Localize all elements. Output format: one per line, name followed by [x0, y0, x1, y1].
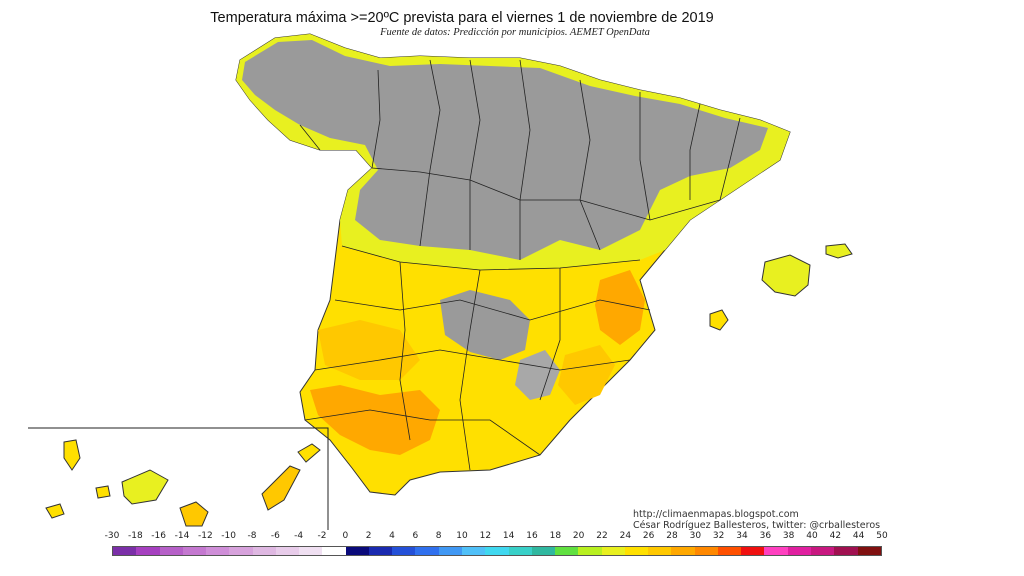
legend-tick-label: 34 [736, 531, 748, 541]
legend-tick-label: -12 [197, 531, 213, 541]
hot-zone-murcia [558, 345, 615, 405]
lanzarote [297, 443, 321, 463]
author-credit: César Rodríguez Ballesteros, twitter: @c… [633, 520, 881, 531]
legend-tick-label: 26 [642, 531, 655, 541]
legend-tick-label: -30 [104, 531, 120, 541]
legend-tick-label: 8 [435, 531, 442, 541]
legend-swatch [415, 547, 439, 555]
warm-zone-southwest [318, 320, 420, 380]
legend-tick-label: 44 [852, 531, 865, 541]
legend-swatch [206, 547, 230, 555]
legend-tick-label: 32 [712, 531, 725, 541]
inset-frame [28, 427, 329, 530]
legend-tick-label: 40 [806, 531, 818, 541]
legend-swatch [810, 547, 835, 555]
gran-canaria [179, 501, 209, 527]
ibiza [709, 309, 729, 331]
legend-swatch [461, 547, 486, 555]
legend-swatch [578, 547, 602, 555]
legend-tick-label: 28 [666, 531, 678, 541]
blog-credit: http://climaenmapas.blogspot.com [633, 509, 799, 520]
legend-swatch [694, 547, 718, 555]
legend-swatch [322, 547, 346, 555]
peninsula [235, 33, 791, 496]
legend-swatch [508, 547, 532, 555]
legend-swatch [438, 547, 462, 555]
legend-tick-label: -16 [151, 531, 167, 541]
legend-tick-label: 12 [479, 531, 492, 541]
legend-tick-label: -2 [317, 531, 327, 541]
legend-swatch [485, 547, 509, 555]
legend-tick-label: 50 [876, 531, 888, 541]
legend-tick-label: 18 [549, 531, 562, 541]
legend-swatch [299, 547, 323, 555]
legend-swatch [368, 547, 393, 555]
legend-tick-label: 38 [782, 531, 795, 541]
legend-swatch [113, 547, 137, 555]
legend-swatch [717, 547, 742, 555]
la-palma [63, 439, 81, 471]
legend-colorbar [112, 546, 882, 556]
legend-tick-label: -4 [294, 531, 304, 541]
legend-tick-label: 42 [829, 531, 842, 541]
gray-zone-center [440, 290, 530, 360]
legend-swatch [229, 547, 253, 555]
legend-tick-label: 4 [389, 531, 395, 541]
legend-tick-label: 14 [502, 531, 515, 541]
legend-tick-label: 10 [456, 531, 468, 541]
legend-tick-label: -10 [221, 531, 237, 541]
fuerteventura [261, 465, 301, 511]
legend-swatch [648, 547, 672, 555]
legend-swatch [624, 547, 649, 555]
hot-zone-levante [595, 270, 645, 345]
balearic-islands [709, 243, 853, 331]
legend-swatch [601, 547, 625, 555]
legend-tick-label: -18 [127, 531, 143, 541]
legend-swatch [275, 547, 300, 555]
tenerife [121, 469, 169, 505]
legend-tick-label: -14 [174, 531, 190, 541]
legend-swatch [182, 547, 207, 555]
legend-ticks: -30 -18 -16 -14 -12 -10 -8 -6 -4 -2 0 2 4 6 8 10 12 14 16 1… [0, 531, 1024, 545]
legend-tick-label: -6 [270, 531, 280, 541]
legend-swatch [252, 547, 276, 555]
hot-zone-guadalquivir [310, 385, 440, 455]
legend-swatch [136, 547, 160, 555]
province-borders [299, 59, 741, 471]
legend-tick-label: 20 [572, 531, 585, 541]
legend-swatch [159, 547, 183, 555]
legend-tick-label: 22 [596, 531, 608, 541]
legend-tick-label: 36 [759, 531, 772, 541]
legend-tick-label: -8 [247, 531, 257, 541]
map-title: Temperatura máxima >=20ºC prevista para … [210, 10, 714, 26]
legend-tick-label: 6 [412, 531, 419, 541]
la-gomera [95, 485, 111, 499]
legend-tick-label: 0 [342, 531, 349, 541]
legend-swatch [531, 547, 556, 555]
mallorca [761, 254, 811, 297]
legend-swatch [787, 547, 811, 555]
legend-tick-label: 2 [365, 531, 372, 541]
canary-islands-inset [28, 427, 329, 530]
legend-swatch [741, 547, 765, 555]
el-hierro [45, 503, 65, 519]
legend-swatch [345, 547, 369, 555]
legend-swatch [555, 547, 579, 555]
legend-swatch [671, 547, 695, 555]
legend-tick-label: 24 [619, 531, 632, 541]
gray-zone-east [515, 350, 560, 400]
legend-swatch [834, 547, 858, 555]
legend-swatch [857, 547, 881, 555]
menorca [825, 243, 853, 259]
map-subtitle: Fuente de datos: Predicción por municipi… [380, 27, 650, 38]
legend-tick-label: 16 [526, 531, 538, 541]
gray-zone-north [242, 40, 768, 260]
legend-swatch [764, 547, 788, 555]
legend-swatch [392, 547, 416, 555]
legend-tick-label: 30 [689, 531, 702, 541]
